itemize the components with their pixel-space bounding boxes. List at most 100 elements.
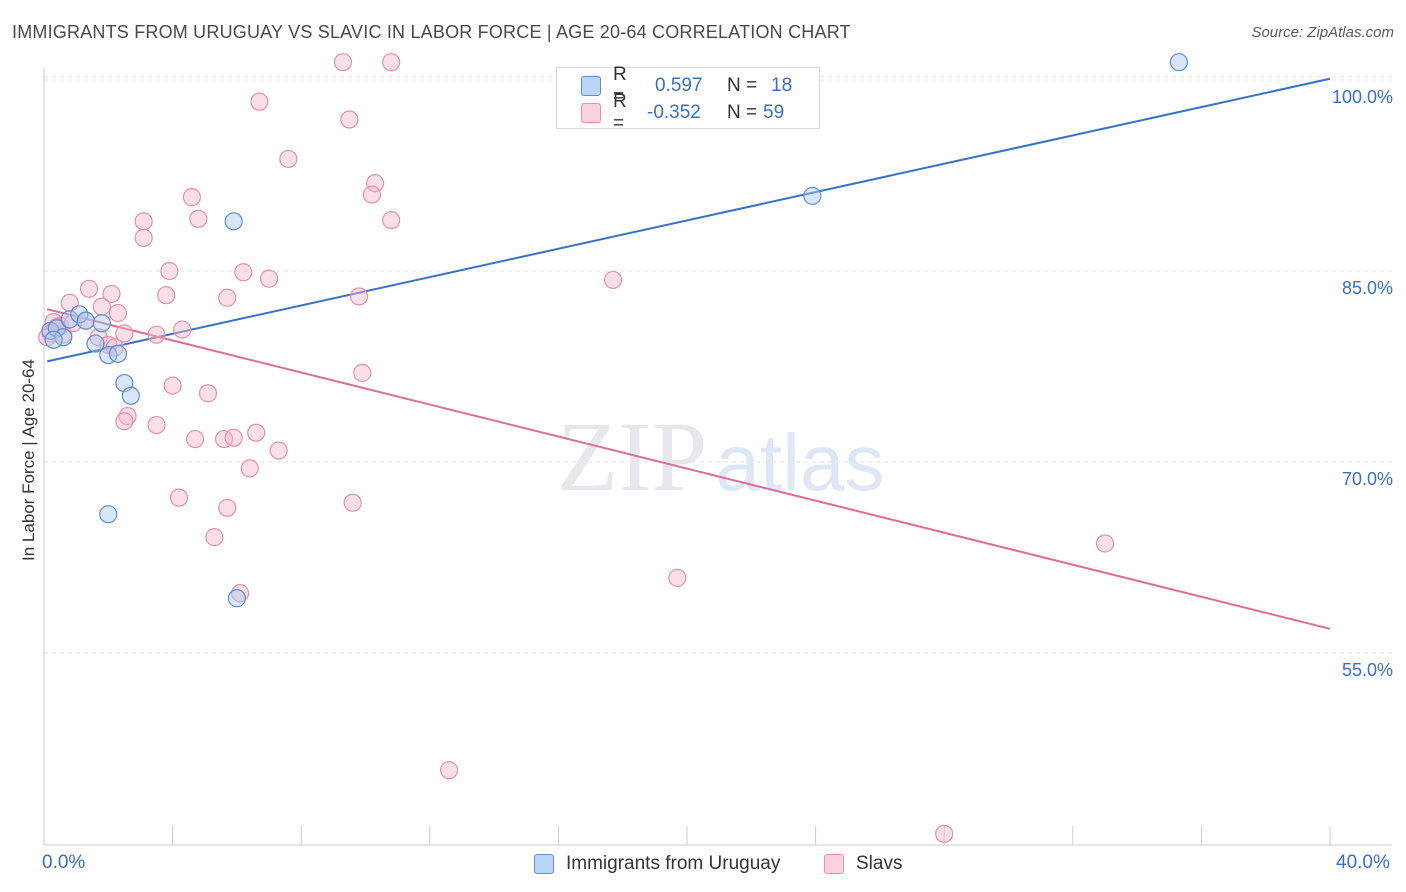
slavs-point bbox=[198, 384, 218, 403]
slavs-point bbox=[668, 568, 687, 587]
legend-label-slavs: Slavs bbox=[856, 853, 903, 874]
uruguay-point bbox=[99, 345, 118, 365]
uruguay-point bbox=[60, 310, 79, 329]
slavs-point bbox=[935, 824, 954, 843]
slavs-point bbox=[134, 228, 153, 247]
slavs-point bbox=[189, 209, 208, 228]
slavs-point bbox=[349, 287, 369, 306]
slavs-trend-line bbox=[46, 308, 1331, 630]
slavs-point bbox=[343, 493, 362, 512]
legend-n-value: 18 bbox=[771, 75, 793, 96]
slavs-point bbox=[234, 263, 253, 282]
slavs-point bbox=[247, 423, 266, 442]
slavs-point bbox=[603, 270, 623, 290]
legend-label-uruguay: Immigrants from Uruguay bbox=[566, 853, 781, 874]
uruguay-point bbox=[227, 589, 246, 608]
legend-item-slavs: Slavs bbox=[824, 852, 902, 876]
uruguay-point bbox=[86, 334, 105, 353]
slavs-point bbox=[186, 429, 205, 449]
legend-swatch-pink bbox=[824, 854, 844, 874]
slavs-point bbox=[1095, 534, 1115, 553]
legend-r-label: R = bbox=[613, 91, 627, 134]
uruguay-point bbox=[92, 314, 111, 333]
uruguay-point bbox=[1169, 53, 1188, 72]
slavs-point bbox=[157, 286, 176, 305]
slavs-point bbox=[115, 324, 134, 343]
uruguay-point bbox=[224, 212, 243, 231]
slavs-point bbox=[205, 528, 224, 547]
slavs-point bbox=[160, 261, 179, 281]
x-axis-max-label: 40.0% bbox=[1336, 852, 1390, 873]
slavs-point bbox=[173, 320, 192, 339]
x-axis-min-label: 0.0% bbox=[42, 852, 86, 873]
slavs-point bbox=[366, 174, 385, 193]
y-tick-label: 100.0% bbox=[1332, 87, 1393, 107]
trend-lines bbox=[46, 77, 1331, 630]
uruguay-point bbox=[108, 344, 128, 363]
slavs-point bbox=[163, 376, 182, 395]
slavs-point bbox=[279, 149, 298, 169]
slavs-point bbox=[259, 269, 279, 288]
slavs-point bbox=[147, 415, 166, 435]
legend-n-label: N = bbox=[727, 102, 758, 123]
slavs-point bbox=[224, 428, 243, 447]
grid-layer bbox=[44, 76, 1392, 654]
legend-item-uruguay: Immigrants from Uruguay bbox=[534, 852, 780, 876]
slavs-point bbox=[382, 53, 401, 72]
uruguay-point bbox=[99, 505, 118, 524]
slavs-point bbox=[240, 459, 259, 478]
watermark-atlas: atlas bbox=[716, 418, 885, 507]
slavs-point bbox=[102, 284, 121, 304]
slavs-point bbox=[108, 303, 128, 323]
slavs-point bbox=[182, 188, 201, 207]
slavs-point bbox=[147, 325, 166, 344]
slavs-point bbox=[439, 761, 459, 780]
legend-row-slavs: R = -0.352 N = 59 bbox=[581, 91, 785, 134]
uruguay-point bbox=[44, 330, 63, 349]
slavs-point bbox=[218, 498, 237, 517]
legend-n-label: N = bbox=[727, 75, 758, 96]
slavs-point bbox=[269, 441, 288, 460]
legend-n-value: 59 bbox=[763, 102, 785, 123]
slavs-point bbox=[382, 210, 401, 230]
slavs-point bbox=[92, 297, 111, 316]
legend-swatch-blue bbox=[581, 76, 601, 96]
y-tick-label: 55.0% bbox=[1342, 660, 1393, 680]
slavs-point bbox=[218, 288, 237, 307]
uruguay-point bbox=[47, 319, 66, 338]
data-points bbox=[38, 53, 1188, 843]
legend-swatch-pink bbox=[581, 103, 601, 123]
source-label: Source: ZipAtlas.com bbox=[1251, 24, 1394, 41]
y-tick-label: 70.0% bbox=[1342, 469, 1393, 489]
slavs-point bbox=[353, 363, 372, 382]
uruguay-point bbox=[76, 311, 95, 330]
legend-swatch-blue bbox=[534, 854, 554, 874]
slavs-point bbox=[250, 92, 269, 111]
slavs-point bbox=[134, 212, 153, 231]
axis-layer bbox=[43, 68, 1392, 846]
legend-r-label: R = bbox=[613, 64, 627, 107]
y-tick-label: 85.0% bbox=[1342, 278, 1393, 298]
correlation-legend: R = 0.597 N = 18 R = -0.352 N = 59 bbox=[556, 64, 820, 134]
slavs-point bbox=[362, 185, 382, 204]
watermark: ZIP atlas bbox=[557, 401, 884, 512]
slavs-point bbox=[79, 279, 99, 298]
legend-r-value: 0.597 bbox=[655, 75, 703, 96]
slavs-point bbox=[231, 584, 250, 603]
slavs-point bbox=[340, 110, 359, 129]
slavs-point bbox=[118, 407, 137, 426]
chart-title: IMMIGRANTS FROM URUGUAY VS SLAVIC IN LAB… bbox=[12, 22, 851, 42]
legend-r-value: -0.352 bbox=[647, 102, 701, 123]
y-tick-labels: 55.0% 70.0% 85.0% 100.0% bbox=[1332, 87, 1393, 680]
slavs-point bbox=[333, 53, 353, 72]
slavs-point bbox=[115, 412, 134, 431]
uruguay-trend-line bbox=[46, 77, 1331, 363]
y-axis-title: In Labor Force | Age 20-64 bbox=[19, 359, 38, 561]
slavs-point bbox=[169, 488, 189, 507]
slavs-point bbox=[214, 429, 234, 449]
uruguay-point bbox=[121, 386, 140, 405]
watermark-zip: ZIP bbox=[557, 401, 707, 512]
legend-row-uruguay: R = 0.597 N = 18 bbox=[581, 64, 793, 107]
uruguay-point bbox=[803, 186, 822, 205]
